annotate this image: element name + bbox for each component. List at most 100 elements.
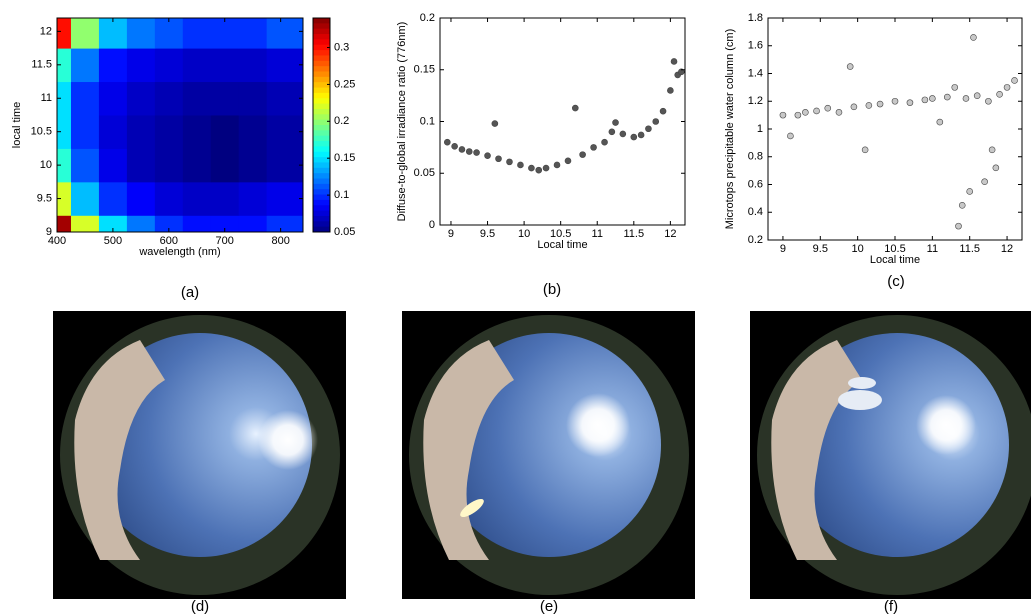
colorbar-tick-label: 0.3 (334, 41, 349, 53)
scatter-point (906, 99, 914, 106)
colorbar-segment (313, 194, 330, 201)
scatter-point (876, 100, 884, 108)
scatter-point (794, 111, 802, 119)
scatter-point (637, 131, 645, 139)
colorbar-segment (313, 183, 330, 190)
heatmap-cell (154, 114, 184, 149)
scatter-point (645, 125, 652, 133)
heatmap-cell (210, 81, 240, 116)
y-tick-label: 11.5 (31, 59, 52, 71)
y-tick-label: 1.8 (748, 12, 763, 24)
heatmap-cell (154, 181, 184, 216)
photo (53, 311, 346, 599)
x-tick-label: 500 (104, 235, 122, 247)
heatmap-cell (70, 181, 100, 216)
colorbar-segment (313, 34, 330, 40)
y-tick-label: 0 (429, 219, 435, 231)
heatmap-cell (266, 215, 304, 233)
x-tick-label: 10.5 (884, 243, 905, 255)
y-tick-label: 0.4 (748, 206, 763, 218)
scatter-point (659, 107, 667, 115)
colorbar-tick-label: 0.15 (334, 152, 355, 164)
x-tick-label: 10.5 (550, 228, 571, 240)
y-axis-label: local time (11, 102, 23, 148)
scatter-point (936, 118, 944, 126)
scatter-point (564, 157, 572, 165)
heatmap-cell (266, 181, 304, 216)
scatter-point (571, 104, 579, 112)
heatmap-cell (238, 48, 268, 83)
heatmap-cell (126, 148, 156, 183)
x-tick-label: 10 (852, 243, 864, 255)
colorbar-segment (313, 18, 330, 24)
heatmap-cell (238, 215, 268, 233)
x-tick-label: 11.5 (959, 243, 980, 255)
colorbar-segment (313, 92, 330, 99)
caption: (a) (181, 284, 199, 301)
heatmap-cell (98, 114, 128, 149)
heatmap-cell (126, 18, 156, 49)
colorbar-segment (313, 178, 330, 185)
colorbar-segment (313, 103, 330, 110)
x-axis-label: Local time (537, 239, 587, 251)
heatmap-cell (70, 148, 100, 183)
scatter-point (861, 146, 869, 154)
heatmap-cell (57, 48, 72, 83)
heatmap-cell (70, 48, 100, 83)
colorbar-segment (313, 71, 330, 78)
colorbar-segment (313, 50, 330, 56)
scatter-point (612, 119, 619, 126)
colorbar-segment (313, 98, 330, 105)
caption: (e) (540, 598, 558, 615)
heatmap-cell (126, 81, 156, 116)
colorbar-segment (313, 162, 330, 169)
x-tick-label: 9.5 (480, 228, 495, 240)
y-tick-label: 0.05 (414, 167, 435, 179)
x-tick-label: 12 (664, 228, 676, 240)
scatter-point (553, 161, 561, 169)
y-tick-label: 0.6 (748, 178, 763, 190)
x-tick-label: 700 (216, 235, 234, 247)
heatmap-cell (98, 48, 128, 83)
scatter-point (835, 109, 843, 116)
y-tick-label: 1.2 (748, 95, 763, 107)
heatmap-cell (266, 114, 304, 149)
heatmap-cell (154, 215, 184, 233)
y-tick-label: 0.2 (748, 234, 763, 246)
heatmap-cell (210, 48, 240, 83)
colorbar-segment (313, 205, 330, 212)
caption: (c) (887, 273, 905, 290)
heatmap-cell (57, 114, 72, 149)
y-tick-label: 9 (46, 226, 52, 238)
scatter-point (824, 104, 832, 112)
colorbar-segment (313, 82, 330, 89)
heatmap-cell (154, 48, 184, 83)
x-axis-label: wavelength (nm) (138, 246, 220, 258)
x-tick-label: 9 (780, 243, 786, 255)
heatmap-cell (238, 148, 268, 183)
x-tick-label: 800 (271, 235, 289, 247)
scatter-point (579, 151, 586, 158)
heatmap-cell (182, 114, 212, 149)
scatter-point (590, 144, 597, 151)
heatmap-cell (210, 215, 240, 233)
heatmap-cell (57, 215, 72, 233)
scatter-point (951, 84, 959, 91)
heatmap-cell (182, 181, 212, 216)
colorbar-tick-label: 0.2 (334, 115, 349, 127)
scatter-point (802, 109, 809, 116)
heatmap-cell (57, 148, 72, 183)
heatmap-cell (126, 114, 156, 149)
scatter-point (491, 120, 499, 127)
scatter-point (921, 96, 929, 104)
colorbar-segment (313, 221, 330, 228)
scatter-point (535, 166, 543, 174)
colorbar-segment (313, 189, 330, 196)
heatmap-cell (238, 114, 268, 149)
colorbar-segment (313, 173, 330, 179)
heatmap-cell (98, 215, 128, 233)
colorbar-segment (313, 125, 330, 131)
colorbar-segment (313, 141, 330, 147)
scatter-point (992, 164, 1000, 172)
x-tick-label: 11.5 (624, 228, 645, 240)
